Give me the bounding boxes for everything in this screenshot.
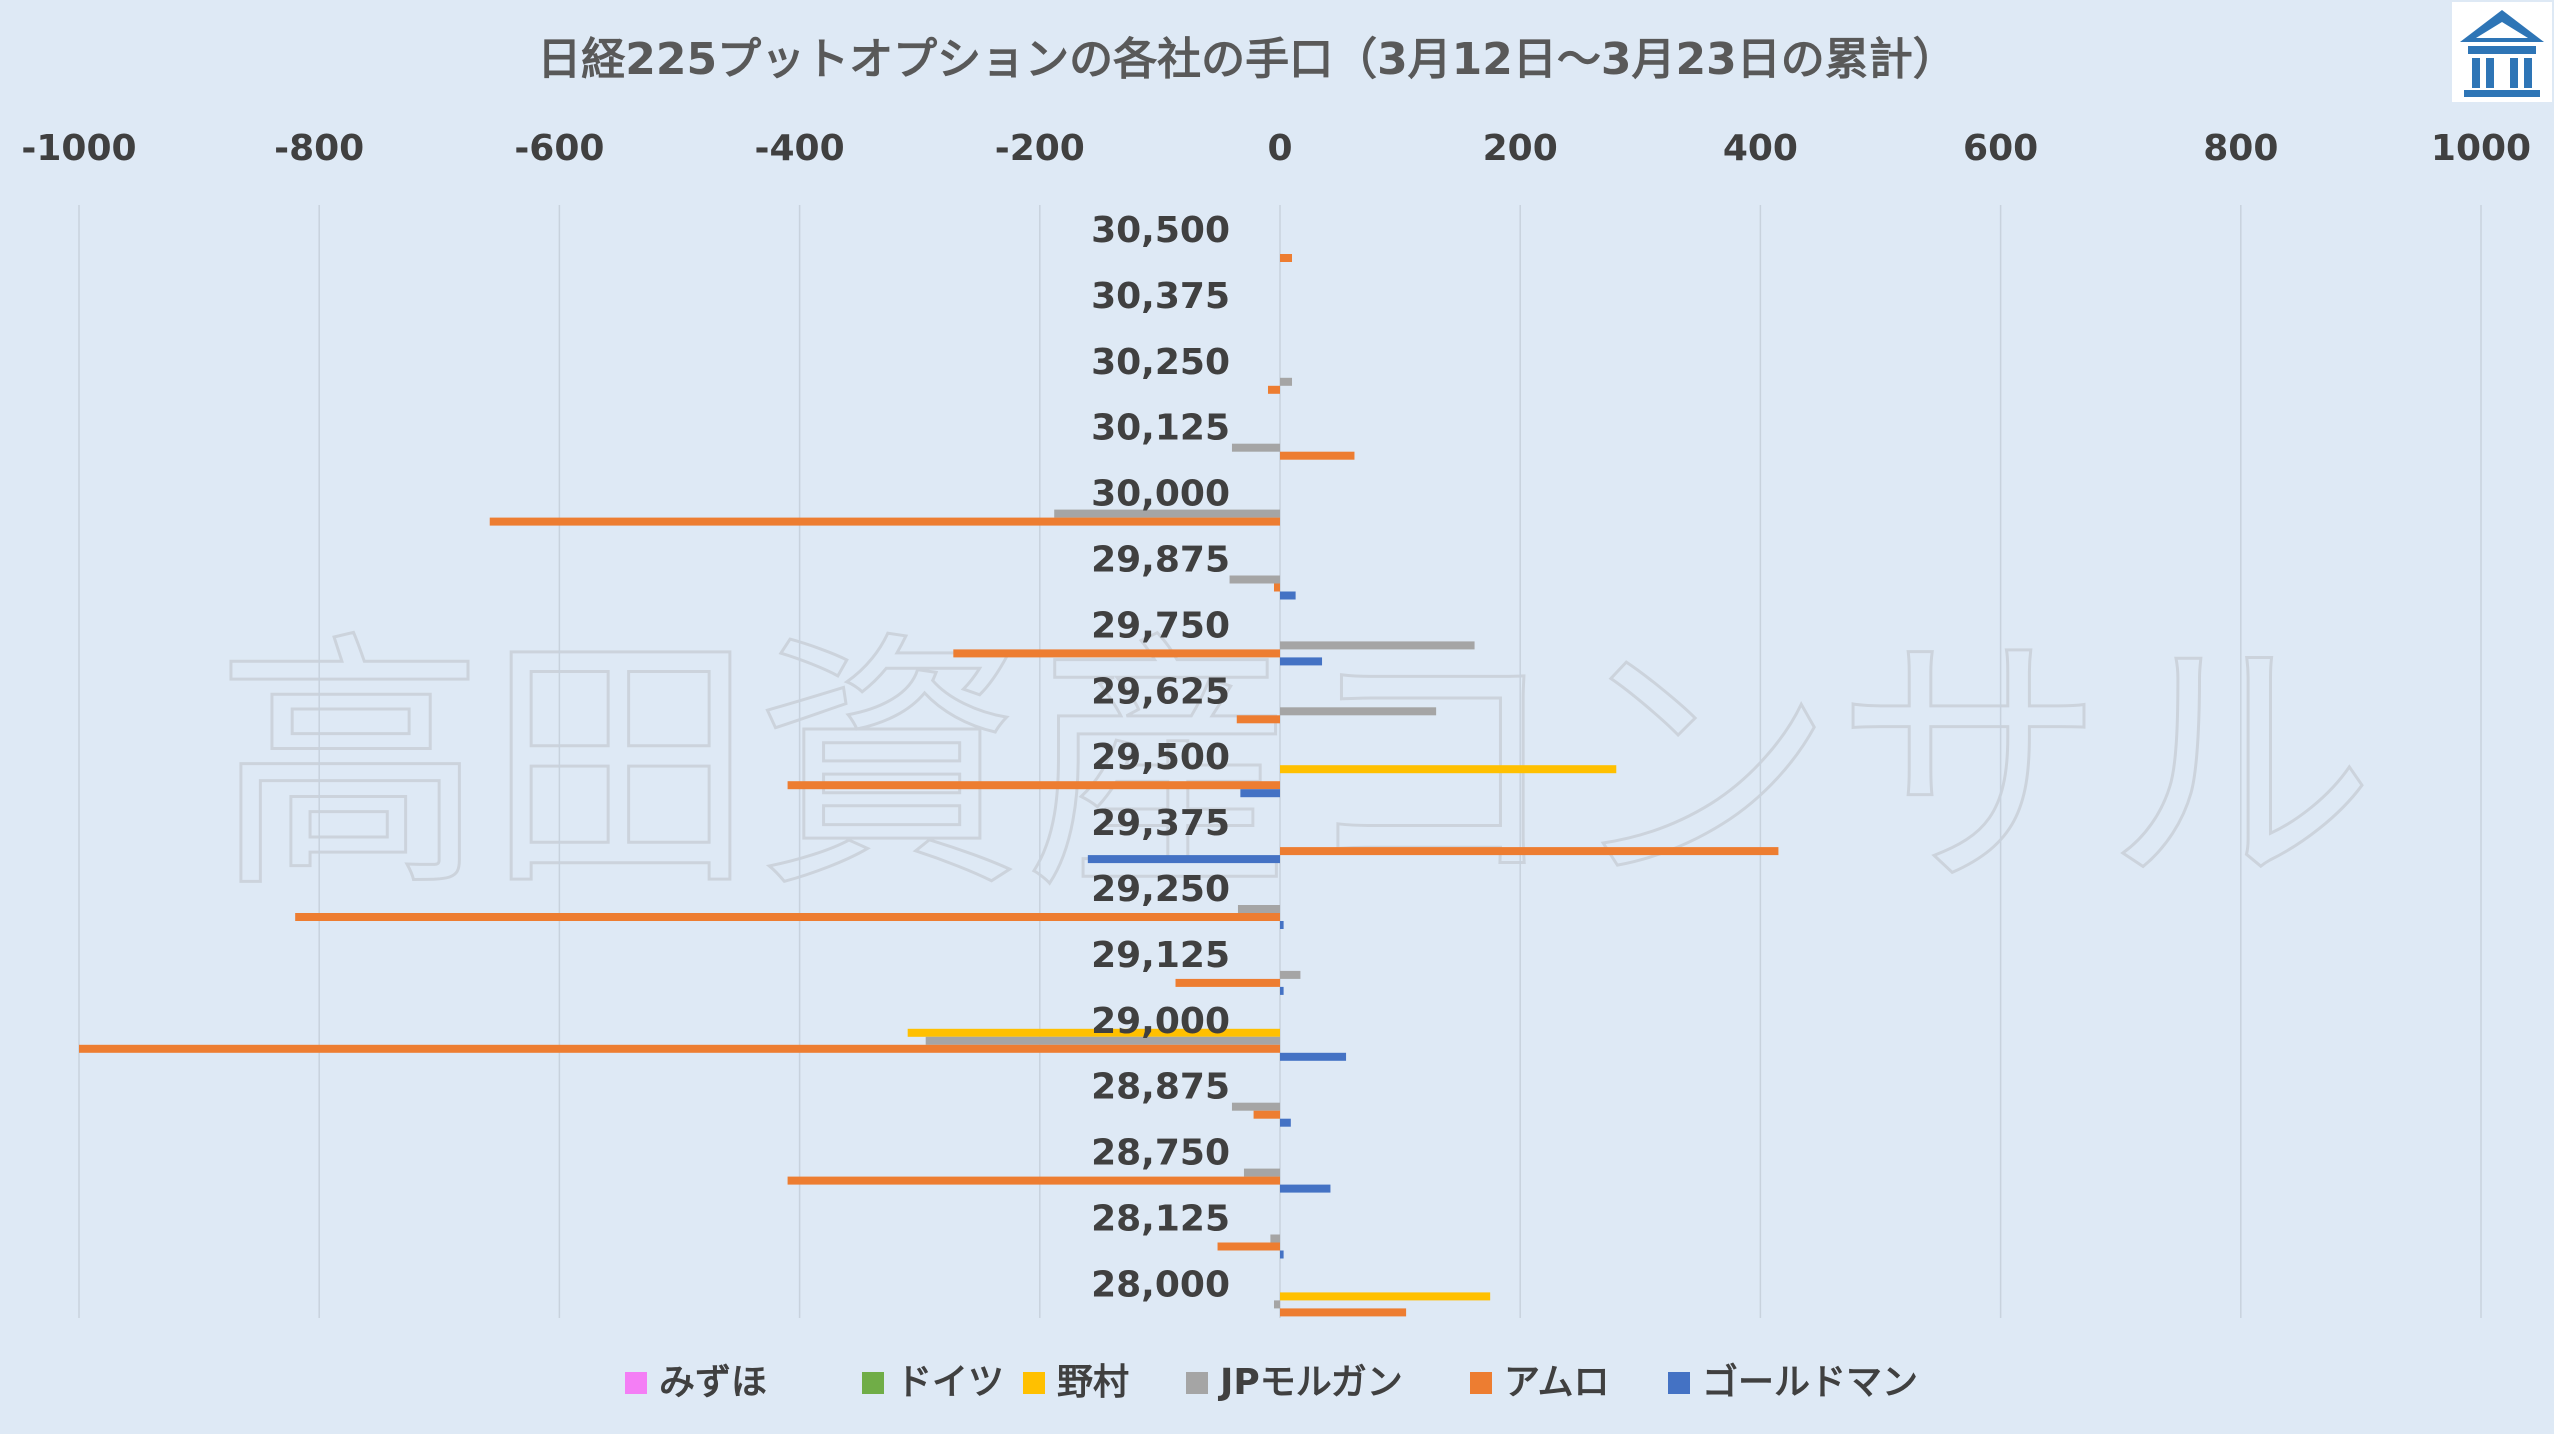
- legend-swatch: [1023, 1372, 1045, 1394]
- bar-5-17: [1280, 1308, 1407, 1317]
- building-logo-icon: [2452, 2, 2552, 102]
- bar-5-8: [1236, 715, 1280, 724]
- bar-6-6: [1280, 591, 1296, 600]
- bar-3-9: [1280, 765, 1617, 774]
- legend-label: ゴールドマン: [1702, 1361, 1918, 1403]
- legend-item: ドイツ: [862, 1362, 1004, 1403]
- category-label: 29,625: [1091, 671, 1230, 712]
- bar-5-10: [1280, 847, 1779, 856]
- bar-6-9: [1240, 789, 1280, 798]
- bar-5-9: [787, 781, 1280, 790]
- bar-6-12: [1280, 986, 1284, 995]
- category-label: 30,000: [1091, 474, 1230, 515]
- legend-label: アムロ: [1504, 1362, 1609, 1403]
- x-tick-label: -800: [274, 128, 364, 169]
- bar-6-11: [1280, 921, 1284, 929]
- legend-item: みずほ: [625, 1362, 767, 1403]
- legend-item: JPモルガン: [1186, 1362, 1403, 1403]
- grid: [78, 205, 2482, 1318]
- category-label: 30,375: [1091, 276, 1230, 317]
- category-label: 29,375: [1091, 803, 1230, 844]
- bar-4-17: [1273, 1300, 1280, 1309]
- bar-4-6: [1229, 575, 1280, 584]
- bar-4-5: [1054, 509, 1280, 518]
- x-tick-label: 400: [1723, 128, 1798, 169]
- x-tick-label: 200: [1483, 128, 1558, 169]
- bar-5-1: [1280, 254, 1293, 262]
- bar-6-10: [1087, 855, 1280, 864]
- bar-4-7: [1280, 641, 1475, 650]
- x-tick-label: 600: [1963, 128, 2038, 169]
- bar-4-14: [1231, 1102, 1280, 1111]
- category-label: 28,750: [1091, 1133, 1230, 1174]
- bar-5-13: [79, 1044, 1280, 1053]
- bar-3-13: [907, 1028, 1280, 1037]
- bar-4-16: [1270, 1234, 1280, 1243]
- bar-6-15: [1280, 1184, 1331, 1193]
- category-label: 28,000: [1091, 1264, 1230, 1305]
- legend-swatch: [1668, 1372, 1690, 1394]
- bar-5-14: [1253, 1110, 1280, 1119]
- x-tick-label: 1000: [2431, 128, 2531, 169]
- bar-4-13: [925, 1036, 1280, 1045]
- legend-label: JPモルガン: [1217, 1362, 1403, 1403]
- bar-5-12: [1175, 978, 1280, 987]
- category-label: 30,250: [1091, 342, 1230, 383]
- bar-4-4: [1231, 443, 1280, 452]
- x-tick-label: -1000: [21, 128, 136, 169]
- legend-swatch: [862, 1372, 884, 1394]
- bar-5-15: [787, 1176, 1280, 1185]
- bar-4-8: [1280, 707, 1437, 716]
- bar-4-15: [1243, 1168, 1280, 1177]
- category-label: 28,125: [1091, 1199, 1230, 1240]
- bars: [79, 254, 1779, 1317]
- bar-5-5: [489, 517, 1280, 526]
- bar-6-7: [1280, 657, 1323, 666]
- legend-item: アムロ: [1470, 1362, 1609, 1403]
- legend-swatch: [1470, 1372, 1492, 1394]
- category-label: 29,125: [1091, 935, 1230, 976]
- bar-5-3: [1267, 385, 1280, 394]
- bar-5-4: [1280, 451, 1355, 460]
- bar-6-14: [1280, 1118, 1291, 1127]
- legend-label: ドイツ: [896, 1362, 1004, 1403]
- bar-6-13: [1280, 1052, 1347, 1061]
- bar-5-7: [953, 649, 1280, 658]
- x-tick-label: 800: [2203, 128, 2278, 169]
- bar-4-12: [1280, 970, 1301, 979]
- category-label: 29,000: [1091, 1001, 1230, 1042]
- legend-swatch: [1186, 1372, 1208, 1394]
- legend-item: ゴールドマン: [1668, 1361, 1918, 1403]
- category-label: 29,250: [1091, 869, 1230, 910]
- bar-6-16: [1280, 1250, 1284, 1259]
- bar-4-11: [1237, 905, 1280, 913]
- category-label: 29,875: [1091, 540, 1230, 581]
- y-axis-categories: 30,500 30,375 30,250 30,125 30,000 29,875 29,7…: [1091, 210, 1230, 1305]
- bar-4-3: [1280, 377, 1293, 386]
- legend-label: 野村: [1057, 1362, 1129, 1403]
- category-label: 28,875: [1091, 1067, 1230, 1108]
- category-label: 29,500: [1091, 737, 1230, 778]
- bar-5-6: [1273, 583, 1280, 592]
- category-label: 30,500: [1091, 210, 1230, 251]
- bar-3-17: [1280, 1292, 1491, 1301]
- legend-item: 野村: [1023, 1362, 1129, 1403]
- legend-label: みずほ: [659, 1362, 767, 1403]
- legend: みずほ ドイツ 野村 JPモルガン アムロ ゴールドマン: [625, 1361, 1918, 1403]
- chart-title: 日経225プットオプションの各社の手口（3月12日～3月23日の累計）: [537, 34, 1957, 85]
- x-tick-label: -600: [514, 128, 604, 169]
- category-label: 30,125: [1091, 408, 1230, 449]
- category-label: 29,750: [1091, 605, 1230, 646]
- x-tick-label: -200: [995, 128, 1085, 169]
- x-tick-label: -400: [755, 128, 845, 169]
- legend-swatch: [625, 1372, 647, 1394]
- bar-5-11: [295, 913, 1280, 921]
- x-axis-ticks: -1000 -800 -600 -400 -200 0 200 400 600 800 1000: [21, 128, 2531, 169]
- bar-5-16: [1217, 1242, 1280, 1251]
- x-tick-label: 0: [1267, 128, 1292, 169]
